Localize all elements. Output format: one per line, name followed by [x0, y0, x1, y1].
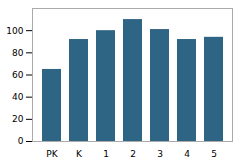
- svg-text:0: 0: [18, 136, 24, 146]
- svg-text:100: 100: [6, 26, 23, 36]
- svg-text:1: 1: [103, 149, 109, 159]
- svg-text:4: 4: [184, 149, 190, 159]
- svg-text:60: 60: [12, 70, 24, 80]
- svg-text:2: 2: [130, 149, 136, 159]
- svg-text:PK: PK: [46, 149, 58, 159]
- svg-text:K: K: [76, 149, 83, 159]
- svg-text:5: 5: [211, 149, 217, 159]
- svg-text:80: 80: [12, 48, 24, 58]
- svg-text:20: 20: [12, 114, 24, 124]
- svg-text:40: 40: [12, 92, 24, 102]
- svg-text:3: 3: [157, 149, 163, 159]
